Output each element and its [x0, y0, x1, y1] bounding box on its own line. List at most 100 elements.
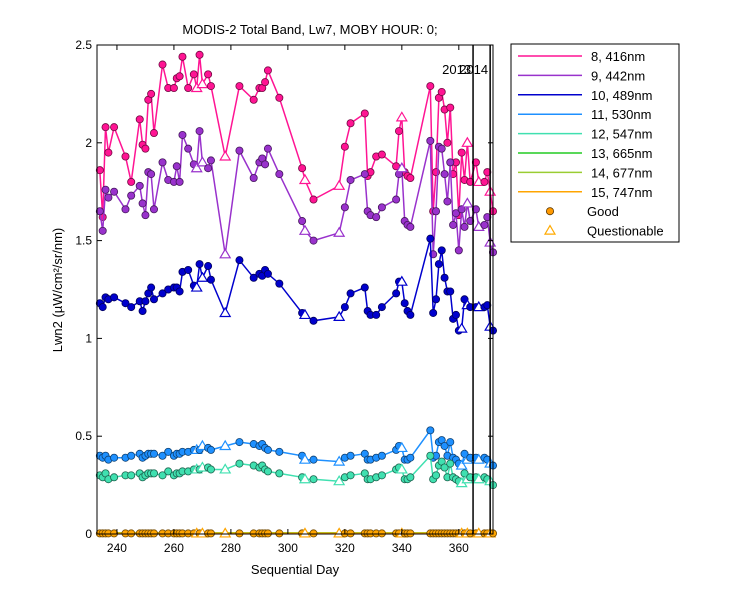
data-point	[138, 199, 147, 208]
data-point	[135, 181, 144, 190]
data-point	[394, 127, 403, 136]
data-point-questionable	[196, 77, 209, 89]
data-point-questionable	[395, 275, 408, 286]
data-point	[360, 283, 369, 292]
data-point	[309, 236, 318, 245]
data-point	[149, 295, 158, 304]
data-point	[149, 129, 158, 138]
data-point	[178, 130, 187, 139]
data-point	[446, 459, 455, 468]
data-point	[127, 471, 136, 480]
data-point	[95, 166, 104, 175]
data-point-questionable	[298, 173, 312, 185]
data-point	[184, 84, 193, 93]
data-point	[121, 205, 130, 214]
data-point	[110, 187, 119, 196]
data-point	[429, 308, 438, 317]
data-point-questionable	[196, 271, 209, 282]
data-point	[263, 445, 272, 454]
y-tick-label: 2.5	[75, 38, 92, 52]
x-tick-label: 320	[335, 541, 355, 555]
data-point	[426, 426, 435, 435]
data-point	[466, 177, 475, 186]
data-point-questionable	[298, 224, 312, 235]
data-point-questionable	[461, 136, 474, 147]
data-point	[98, 226, 107, 235]
legend-entry: Good	[587, 204, 619, 219]
data-point	[483, 301, 492, 310]
data-point	[360, 170, 369, 179]
data-point	[443, 197, 452, 206]
data-point	[195, 127, 204, 136]
data-point	[204, 70, 213, 79]
y-tick-label: 1.5	[75, 234, 92, 248]
data-point-questionable	[298, 473, 312, 484]
data-point	[206, 156, 215, 165]
data-point-questionable	[461, 197, 474, 208]
data-point	[263, 467, 272, 476]
data-point-questionable	[219, 527, 232, 538]
data-point	[437, 144, 446, 153]
data-point	[158, 60, 167, 69]
data-point	[263, 66, 272, 75]
data-point	[432, 295, 441, 304]
data-point	[110, 123, 119, 132]
data-point	[372, 213, 381, 222]
data-point	[406, 473, 415, 482]
data-point	[377, 150, 386, 159]
data-point	[175, 177, 184, 186]
data-point	[104, 193, 113, 202]
data-point	[249, 273, 258, 282]
data-point	[235, 146, 244, 155]
y-axis-label: Lwn2 (µW/cm²/sr/nm)	[50, 228, 65, 353]
data-point	[346, 175, 355, 184]
data-point	[110, 453, 119, 462]
x-tick-label: 360	[449, 541, 469, 555]
x-tick-label: 280	[221, 541, 241, 555]
data-point	[164, 467, 173, 476]
data-point-questionable	[333, 310, 346, 321]
data-point	[127, 191, 136, 200]
plot-area	[95, 50, 497, 538]
data-point-questionable	[333, 226, 346, 237]
legend-entry: 13, 665nm	[591, 146, 652, 161]
x-tick-label: 260	[164, 541, 184, 555]
data-point	[206, 275, 215, 284]
data-point	[206, 465, 215, 474]
data-point	[483, 168, 492, 177]
legend-entry: Questionable	[587, 224, 664, 239]
data-point	[440, 273, 449, 282]
data-point	[149, 529, 158, 538]
x-axis: 240 260 280 300 320 340 360	[107, 45, 469, 555]
series-line	[99, 54, 494, 218]
data-point	[377, 203, 386, 212]
x-tick-label: 300	[278, 541, 298, 555]
data-point	[261, 78, 270, 87]
data-point	[346, 529, 355, 538]
data-point	[204, 262, 213, 271]
data-point-questionable	[395, 463, 408, 474]
data-point-questionable	[190, 162, 203, 173]
data-point	[432, 207, 441, 216]
data-point-questionable	[219, 463, 232, 474]
data-point	[457, 148, 466, 157]
data-point	[377, 529, 386, 538]
data-point	[309, 195, 318, 204]
data-point-questionable	[333, 475, 346, 486]
series-2	[95, 127, 497, 259]
data-point	[392, 195, 401, 204]
y-axis: 0 0.5 1 1.5 2 2.5	[75, 38, 493, 541]
data-point	[147, 283, 156, 292]
data-point-questionable	[395, 111, 408, 122]
data-point	[406, 174, 415, 183]
data-point-questionable	[333, 455, 346, 466]
data-point	[432, 471, 441, 480]
data-point	[158, 451, 167, 460]
data-point	[178, 52, 187, 61]
data-point	[451, 310, 460, 319]
data-point	[426, 451, 435, 460]
data-point	[110, 473, 119, 482]
data-point	[346, 471, 355, 480]
data-point	[172, 162, 181, 171]
